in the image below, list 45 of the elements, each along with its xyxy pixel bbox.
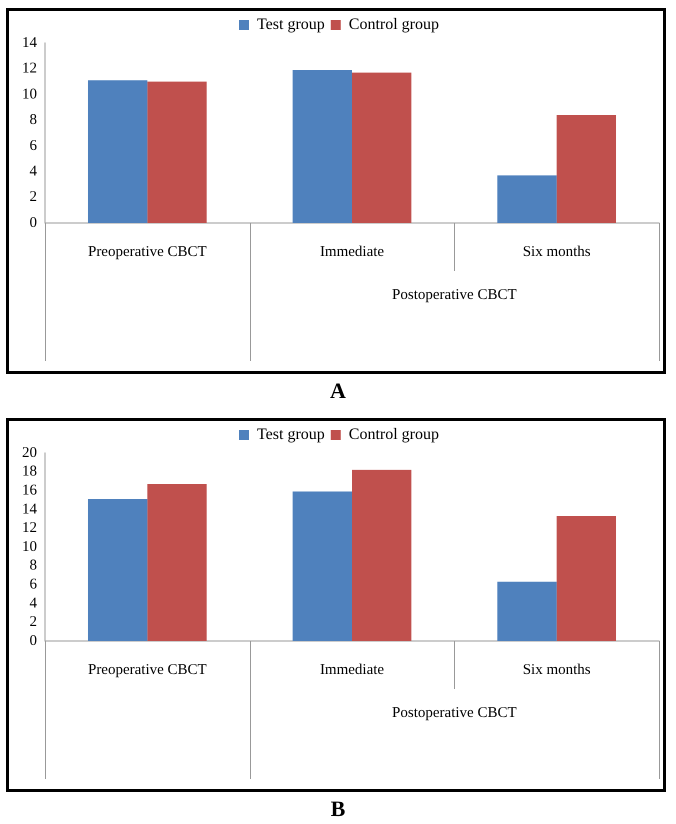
legend-label: Control group <box>348 426 439 444</box>
bar <box>497 175 557 223</box>
bar <box>88 80 148 223</box>
text: B <box>330 796 346 822</box>
y-tick-label: 6 <box>30 138 38 154</box>
bar <box>497 582 557 641</box>
bar <box>352 72 412 223</box>
text: A <box>329 378 347 404</box>
bar <box>556 516 616 641</box>
y-tick-label: 12 <box>22 60 37 77</box>
x-tick-label: Preoperative CBCT <box>88 244 207 260</box>
bar <box>292 492 352 641</box>
y-tick-label: 6 <box>30 576 38 593</box>
x-tick-label: Immediate <box>320 244 384 260</box>
y-tick-label: 16 <box>22 482 38 499</box>
x-tick-label: Six months <box>522 244 591 260</box>
y-tick-label: 2 <box>30 614 37 630</box>
y-tick-label: 0 <box>30 632 37 649</box>
bar <box>352 470 412 641</box>
y-tick-label: 4 <box>30 595 38 612</box>
x-tick-label: Immediate <box>320 662 384 678</box>
y-tick-label: 0 <box>30 214 37 231</box>
bar <box>147 484 207 641</box>
bar <box>88 499 148 641</box>
y-tick-label: 10 <box>22 538 37 555</box>
legend-label: Test group <box>257 426 325 444</box>
y-tick-label: 8 <box>30 558 37 574</box>
y-tick-label: 8 <box>30 112 37 128</box>
y-tick-label: 2 <box>30 189 37 206</box>
text: Postoperative CBCT <box>392 286 517 303</box>
bar <box>292 70 352 223</box>
y-tick-label: 18 <box>22 464 37 480</box>
bar <box>147 82 207 223</box>
y-tick-label: 14 <box>22 34 38 51</box>
x-tick-label: Preoperative CBCT <box>88 662 207 678</box>
y-tick-label: 14 <box>22 501 38 518</box>
text: Postoperative CBCT <box>392 704 517 721</box>
legend-label: Control group <box>348 16 439 34</box>
bar <box>556 115 616 223</box>
y-tick-label: 20 <box>22 444 37 461</box>
legend-label: Test group <box>257 16 325 34</box>
y-tick-label: 12 <box>22 520 37 536</box>
y-tick-label: 10 <box>22 86 37 102</box>
y-tick-label: 4 <box>30 164 38 180</box>
x-tick-label: Six months <box>522 662 591 678</box>
